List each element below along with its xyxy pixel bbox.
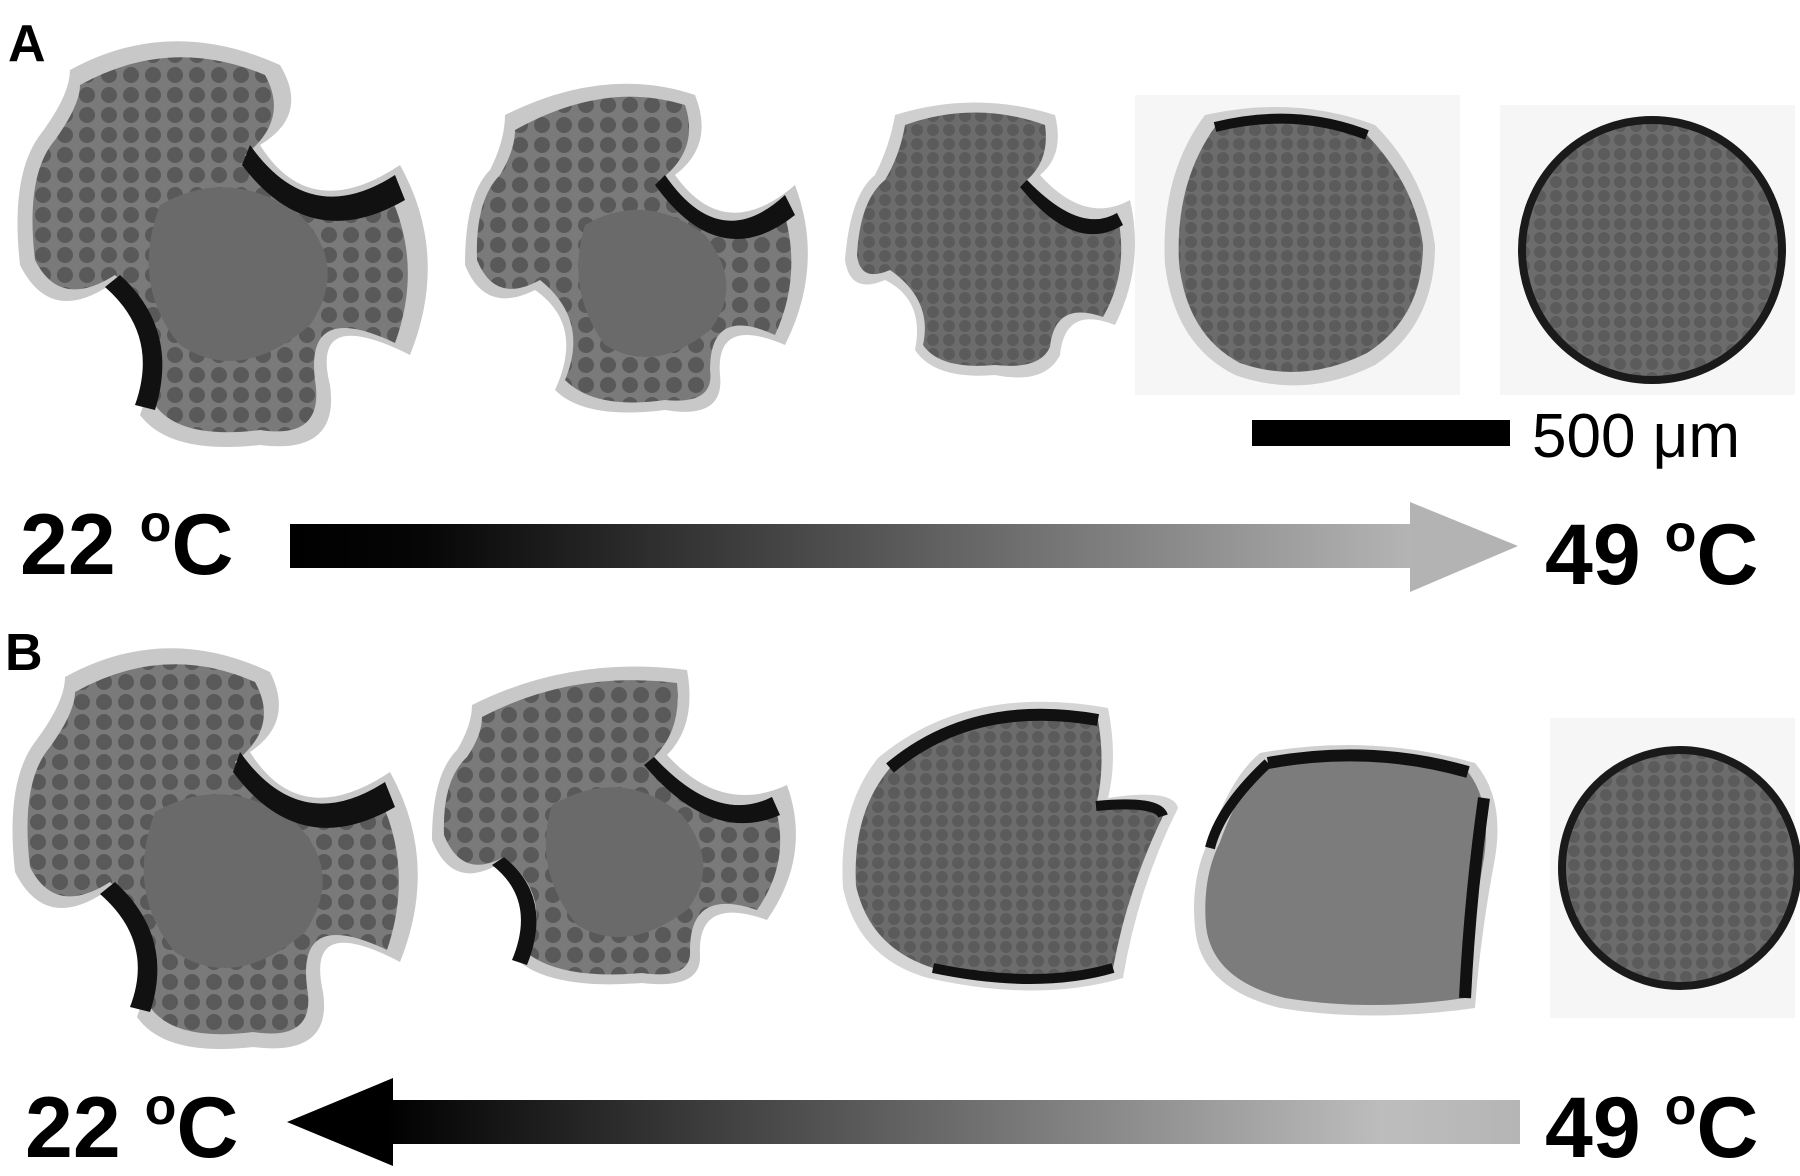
- sample-b5-image: [1550, 718, 1800, 1018]
- scale-bar: [1252, 420, 1510, 446]
- panel-a-right-temp-degree: o: [1664, 505, 1697, 563]
- panel-a-left-temp-degree: o: [139, 495, 172, 553]
- panel-b-left-temp-value: 22: [25, 1080, 145, 1176]
- heating-arrow: [290, 502, 1518, 592]
- sample-b4-image: [1194, 745, 1498, 1016]
- sample-a4-image: [1135, 95, 1460, 395]
- panel-a-left-temp-value: 22: [20, 497, 140, 593]
- panel-b-right-temp-degree: o: [1664, 1078, 1697, 1136]
- sample-b2-image: [432, 666, 796, 985]
- panel-a-right-temp-unit: C: [1696, 507, 1759, 603]
- panel-letter-a: A: [8, 15, 46, 73]
- panel-b-right-temp-value: 49: [1545, 1080, 1665, 1176]
- cooling-arrow: [287, 1078, 1520, 1166]
- panel-b-right-temp-unit: C: [1696, 1080, 1759, 1176]
- sample-a5-image: [1500, 105, 1795, 395]
- panel-a-right-temp: 49 oC: [1545, 508, 1758, 598]
- panel-a-right-temp-value: 49: [1545, 507, 1665, 603]
- sample-b1-image: [12, 648, 418, 1049]
- panel-letter-b: B: [5, 624, 43, 682]
- panel-b-left-temp-degree: o: [144, 1078, 177, 1136]
- panel-a-left-temp: 22 oC: [20, 498, 233, 588]
- sample-a1-image: [17, 41, 428, 447]
- panel-b-left-temp-unit: C: [176, 1080, 239, 1176]
- panel-a-left-temp-unit: C: [171, 497, 234, 593]
- panel-b-left-temp: 22 oC: [25, 1081, 238, 1171]
- scale-bar-label: 500 μm: [1532, 402, 1741, 471]
- sample-a3-image: [845, 102, 1135, 378]
- panel-b-right-temp: 49 oC: [1545, 1081, 1758, 1171]
- sample-b3-image: [842, 701, 1178, 991]
- sample-a2-image: [465, 83, 808, 413]
